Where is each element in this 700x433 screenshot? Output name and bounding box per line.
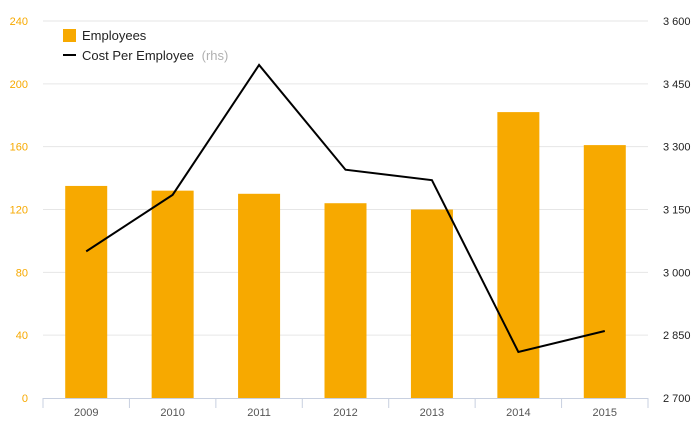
legend-label-cost-per-employee-suffix: (rhs) bbox=[202, 48, 229, 63]
x-tick-label: 2010 bbox=[160, 407, 184, 419]
left-tick-label: 0 bbox=[22, 393, 28, 405]
legend-swatch-employees bbox=[63, 29, 76, 42]
left-tick-label: 160 bbox=[10, 142, 28, 154]
x-tick-label: 2014 bbox=[506, 407, 530, 419]
bar bbox=[497, 112, 540, 398]
x-tick-label: 2015 bbox=[593, 407, 617, 419]
legend-label-employees: Employees bbox=[82, 28, 147, 43]
x-tick-label: 2011 bbox=[247, 407, 271, 419]
line-series-cost-per-employee bbox=[85, 63, 606, 354]
bar bbox=[410, 209, 453, 398]
bar bbox=[151, 190, 194, 398]
left-tick-label: 120 bbox=[10, 205, 28, 217]
right-tick-label: 2 850 bbox=[663, 330, 691, 342]
right-tick-label: 2 700 bbox=[663, 393, 691, 405]
bar-series-employees bbox=[65, 112, 626, 398]
x-tick-label: 2013 bbox=[420, 407, 444, 419]
bar bbox=[583, 145, 626, 398]
bar bbox=[65, 185, 108, 398]
right-tick-label: 3 450 bbox=[663, 79, 691, 91]
series-line bbox=[85, 63, 606, 354]
left-tick-label: 240 bbox=[10, 16, 28, 28]
right-tick-label: 3 150 bbox=[663, 205, 691, 217]
left-tick-label: 200 bbox=[10, 79, 28, 91]
legend: Employees Cost Per Employee (rhs) bbox=[63, 28, 228, 63]
legend-label-cost-per-employee-name: Cost Per Employee bbox=[82, 48, 194, 63]
right-tick-label: 3 600 bbox=[663, 16, 691, 28]
left-axis: 0 40 80 120 160 200 240 bbox=[10, 16, 28, 405]
right-axis: 2 700 2 850 3 000 3 150 3 300 3 450 3 600 bbox=[663, 16, 691, 405]
right-tick-label: 3 000 bbox=[663, 267, 691, 279]
x-axis: 2009 2010 2011 2012 2013 2014 2015 bbox=[42, 398, 649, 419]
bar bbox=[238, 193, 281, 398]
right-tick-label: 3 300 bbox=[663, 142, 691, 154]
legend-label-cost-per-employee: Cost Per Employee (rhs) bbox=[82, 48, 228, 63]
left-tick-label: 80 bbox=[16, 267, 28, 279]
x-tick-label: 2009 bbox=[74, 407, 98, 419]
bar bbox=[324, 203, 367, 398]
left-tick-label: 40 bbox=[16, 330, 28, 342]
x-tick-label: 2012 bbox=[333, 407, 357, 419]
